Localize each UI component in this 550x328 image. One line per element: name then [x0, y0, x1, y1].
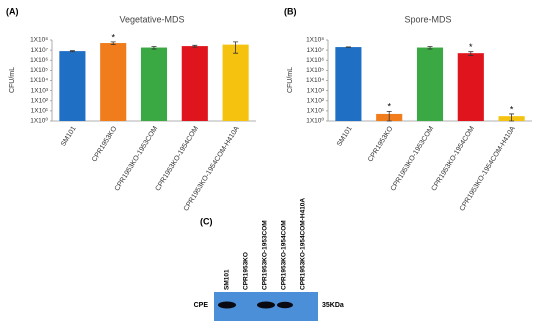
- x-tick-label: CPR1953KO-1954COM: [431, 125, 477, 192]
- y-tick-label: 1X10⁵: [30, 67, 48, 74]
- panel-label: (B): [284, 6, 297, 16]
- y-tick-label: 1X10³: [307, 87, 325, 94]
- bar: [457, 53, 484, 121]
- y-tick-label: 1X10⁴: [306, 77, 324, 84]
- y-tick-label: 1X10⁷: [306, 47, 324, 54]
- x-tick-label: CPR1953KO: [91, 125, 119, 163]
- y-tick-label: 1X10⁸: [30, 37, 48, 44]
- panel-label: (C): [200, 216, 213, 226]
- x-tick-label: CPR1953KO-1953COM: [390, 125, 436, 192]
- error-bar: [110, 41, 116, 46]
- y-tick-label: 1X10²: [307, 97, 325, 104]
- blot-band: [277, 301, 293, 309]
- bar: [181, 46, 208, 121]
- blot-band: [218, 301, 236, 309]
- x-tick-label: SM101: [60, 125, 78, 148]
- y-tick-label: 1X10⁰: [306, 117, 324, 125]
- significance-mark: *: [111, 32, 115, 42]
- error-bar: [468, 51, 474, 56]
- error-bar: [509, 113, 515, 122]
- lane-label: CPR1953KO-1954COM-H410A: [300, 198, 307, 290]
- y-tick-label: 1X10¹: [31, 108, 49, 115]
- bar: [140, 47, 168, 121]
- blot-band: [257, 301, 275, 309]
- lane-label: CPR1953KO: [243, 252, 250, 290]
- y-tick-label: 1X10⁶: [306, 57, 324, 64]
- error-bar: [69, 50, 75, 53]
- y-tick-label: 1X10⁸: [306, 37, 324, 44]
- x-tick-label: SM101: [336, 125, 354, 148]
- significance-mark: *: [469, 42, 473, 52]
- lane-label: SM101: [224, 269, 231, 290]
- error-bar: [386, 110, 392, 122]
- row-label: CPE: [194, 302, 209, 309]
- x-tick-label: CPR1953KO: [367, 125, 395, 163]
- x-tick-label: CPR1953KO-1953COM: [114, 125, 160, 192]
- error-bar: [192, 44, 198, 48]
- bar: [222, 44, 249, 121]
- chart-title: Spore-MDS: [404, 14, 451, 24]
- y-tick-label: 1X10⁷: [30, 47, 48, 54]
- y-tick-label: 1X10⁶: [30, 57, 48, 64]
- y-tick-label: 1X10⁵: [306, 67, 324, 74]
- chart-title: Vegetative-MDS: [119, 14, 184, 24]
- y-axis-label: CFU/mL: [9, 67, 16, 93]
- error-bar: [427, 46, 433, 50]
- lane-label: CPR1953KO-1953COM: [262, 220, 269, 290]
- western-blot: (C) CPE 35KDa: [194, 216, 344, 321]
- panel-label: (A): [6, 6, 19, 16]
- y-tick-label: 1X10³: [31, 87, 49, 94]
- significance-mark: *: [387, 102, 391, 112]
- y-tick-label: 1X10²: [31, 97, 49, 104]
- bar: [59, 51, 86, 121]
- error-bar: [151, 46, 157, 50]
- bar: [100, 43, 127, 121]
- size-label: 35KDa: [322, 302, 344, 309]
- lane-label: CPR1953KO-1954COM: [281, 220, 288, 290]
- y-tick-label: 1X10⁴: [30, 77, 48, 84]
- bar: [416, 47, 444, 121]
- y-tick-label: 1X10⁰: [30, 117, 48, 125]
- significance-mark: *: [510, 104, 514, 114]
- y-axis-label: CFU/mL: [287, 67, 294, 93]
- y-tick-label: 1X10¹: [307, 108, 325, 115]
- bar: [335, 47, 362, 121]
- error-bar: [233, 41, 239, 54]
- x-tick-label: CPR1953KO-1954COM: [155, 125, 201, 192]
